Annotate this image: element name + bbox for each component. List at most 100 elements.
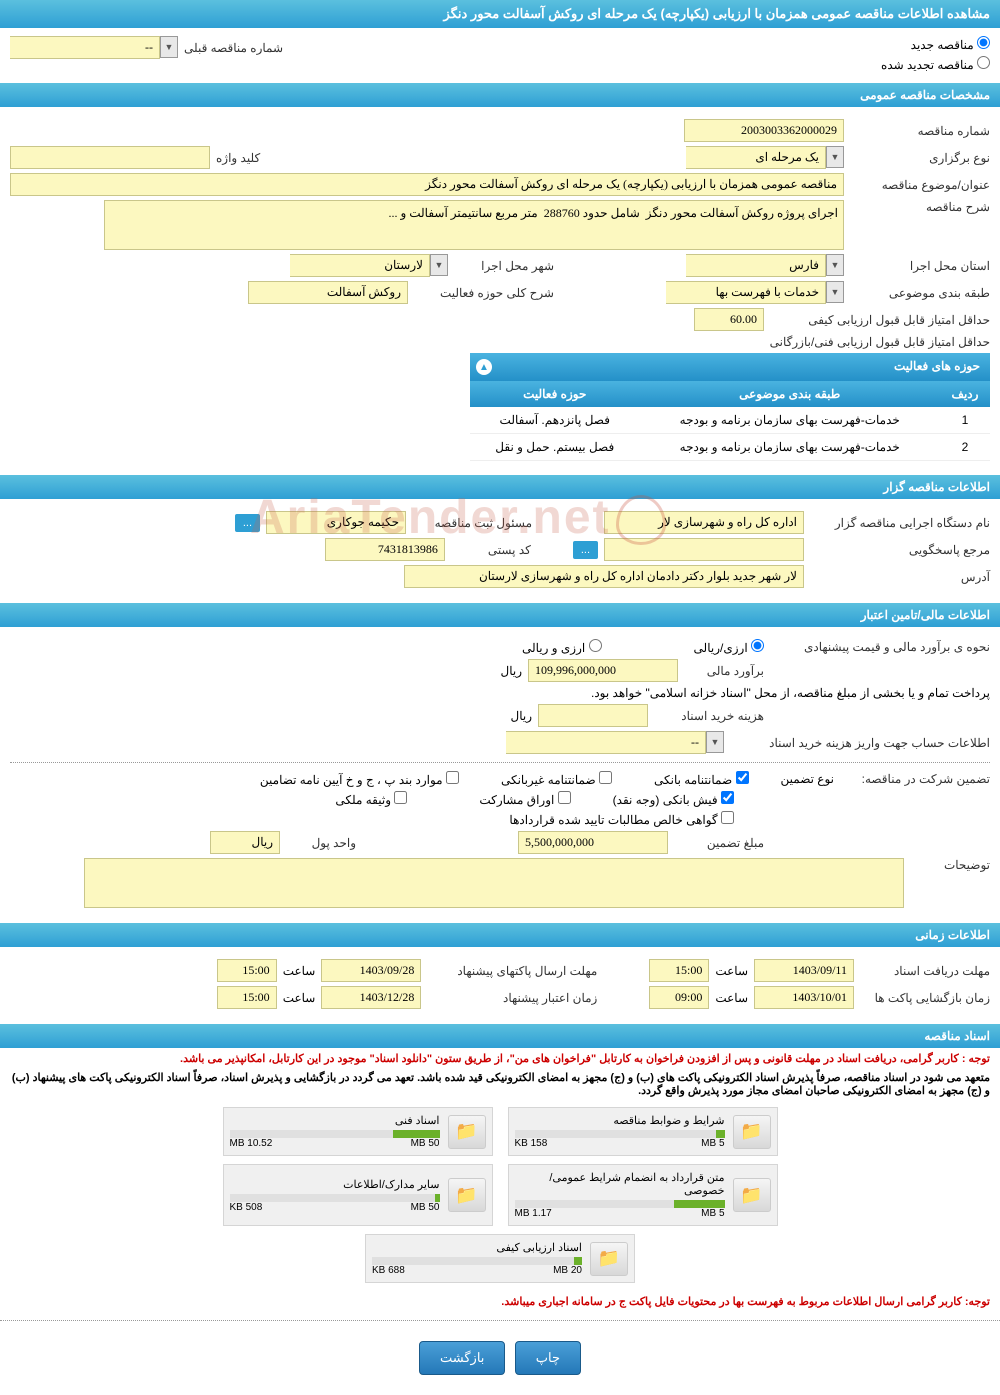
keyword-input[interactable] xyxy=(10,146,210,169)
class-label: طبقه بندی موضوعی xyxy=(850,286,990,300)
min-score-input[interactable] xyxy=(694,308,764,331)
org-addr-label: آدرس xyxy=(810,570,990,584)
province-select[interactable] xyxy=(686,254,826,277)
est-label: برآورد مالی xyxy=(684,664,764,678)
org-postal-label: کد پستی xyxy=(451,543,531,557)
print-button[interactable]: چاپ xyxy=(515,1341,581,1375)
tender-no-label: شماره مناقصه xyxy=(850,124,990,138)
recv-date-input[interactable] xyxy=(754,959,854,982)
check-g4[interactable]: فیش بانکی (وجه نقد) xyxy=(613,791,734,807)
cell: فصل بیستم. حمل و نقل xyxy=(470,434,639,461)
send-time-input[interactable] xyxy=(217,959,277,982)
note-1: توجه : کاربر گرامی، دریافت اسناد در مهلت… xyxy=(0,1048,1000,1069)
city-dropdown-arrow[interactable]: ▼ xyxy=(430,254,448,276)
title-input[interactable] xyxy=(10,173,844,196)
time-label3: ساعت xyxy=(715,991,748,1005)
org-addr-input[interactable] xyxy=(404,565,804,588)
min-tech-score-label: حداقل امتیاز قابل قبول ارزیابی فنی/بازرگ… xyxy=(740,335,990,349)
check-g3[interactable]: موارد بند پ ، ج و خ آیین نامه تضامین xyxy=(260,771,459,787)
file-item[interactable]: 📁 اسناد ارزیابی کیفی 20 MB688 KB xyxy=(365,1234,635,1283)
class-select[interactable] xyxy=(666,281,826,304)
activity-desc-input[interactable] xyxy=(248,281,408,304)
file-cap: 20 MB xyxy=(553,1265,582,1276)
doc-cost-input[interactable] xyxy=(538,704,648,727)
file-item[interactable]: 📁 شرایط و ضوابط مناقصه 5 MB158 KB xyxy=(508,1107,778,1156)
check-g5[interactable]: اوراق مشارکت xyxy=(479,791,570,807)
check-g7[interactable]: گواهی خالص مطالبات تایید شده قراردادها xyxy=(509,811,734,827)
radio-new-tender[interactable]: مناقصه جدید xyxy=(911,38,990,52)
province-label: استان محل اجرا xyxy=(850,259,990,273)
file-item[interactable]: 📁 متن قرارداد به انضمام شرایط عمومی/خصوص… xyxy=(508,1164,778,1226)
type-select[interactable] xyxy=(686,146,826,169)
doc-cost-label: هزینه خرید اسناد xyxy=(654,709,764,723)
activity-table-title: حوزه های فعالیت xyxy=(894,359,980,373)
file-title: سایر مدارک/اطلاعات xyxy=(230,1178,440,1191)
org-name-input[interactable] xyxy=(604,511,804,534)
account-dropdown-arrow[interactable]: ▼ xyxy=(706,731,724,753)
prev-tender-select[interactable] xyxy=(10,36,160,59)
validity-time-input[interactable] xyxy=(217,986,277,1009)
cell: خدمات-فهرست بهای سازمان برنامه و بودجه xyxy=(639,434,940,461)
open-time-input[interactable] xyxy=(649,986,709,1009)
folder-icon: 📁 xyxy=(590,1242,628,1276)
cell: 2 xyxy=(940,434,990,461)
radio-renewed-label: مناقصه تجدید شده xyxy=(881,58,974,72)
desc-label: شرح مناقصه xyxy=(850,200,990,214)
type-dropdown-arrow[interactable]: ▼ xyxy=(826,146,844,168)
table-row: 2 خدمات-فهرست بهای سازمان برنامه و بودجه… xyxy=(470,434,990,461)
org-ref-input[interactable] xyxy=(604,538,804,561)
cell: خدمات-فهرست بهای سازمان برنامه و بودجه xyxy=(639,407,940,434)
radio-renewed-tender[interactable]: مناقصه تجدید شده xyxy=(881,58,990,72)
file-item[interactable]: 📁 سایر مدارک/اطلاعات 50 MB508 KB xyxy=(223,1164,493,1226)
check-g1[interactable]: ضمانتنامه بانکی xyxy=(654,771,749,787)
radio-new-label: مناقصه جدید xyxy=(911,38,974,52)
validity-date-input[interactable] xyxy=(321,986,421,1009)
file-title: اسناد فنی xyxy=(230,1114,440,1127)
cell: 1 xyxy=(940,407,990,434)
open-label: زمان بازگشایی پاکت ها xyxy=(860,991,990,1005)
collapse-icon[interactable]: ▲ xyxy=(476,359,492,375)
title-label: عنوان/موضوع مناقصه xyxy=(850,178,990,192)
org-ref-more-button[interactable]: ... xyxy=(573,541,598,559)
keyword-label: کلید واژه xyxy=(216,151,260,165)
account-select[interactable] xyxy=(506,731,706,754)
activity-table: حوزه های فعالیت ▲ ردیف طبقه بندی موضوعی … xyxy=(470,353,990,461)
check-g6[interactable]: وثیقه ملکی xyxy=(335,791,407,807)
file-cap: 50 MB xyxy=(411,1138,440,1149)
org-ref-label: مرجع پاسخگویی xyxy=(810,543,990,557)
file-size: 508 KB xyxy=(230,1202,263,1213)
file-item[interactable]: 📁 اسناد فنی 50 MB10.52 MB xyxy=(223,1107,493,1156)
radio-fx[interactable]: ارزی/ریالی xyxy=(694,639,764,655)
desc-textarea[interactable]: اجرای پروژه روکش آسفالت محور دنگز شامل ح… xyxy=(104,200,844,250)
check-g2[interactable]: ضمانتنامه غیربانکی xyxy=(501,771,612,787)
file-cap: 50 MB xyxy=(411,1202,440,1213)
est-type-label: نحوه ی برآورد مالی و قیمت پیشنهادی xyxy=(770,640,990,654)
open-date-input[interactable] xyxy=(754,986,854,1009)
amount-input[interactable] xyxy=(518,831,668,854)
org-postal-input[interactable] xyxy=(325,538,445,561)
validity-label: زمان اعتبار پیشنهاد xyxy=(427,991,597,1005)
file-size: 1.17 MB xyxy=(515,1208,552,1219)
est-input[interactable] xyxy=(528,659,678,682)
province-dropdown-arrow[interactable]: ▼ xyxy=(826,254,844,276)
recv-time-input[interactable] xyxy=(649,959,709,982)
prev-tender-dropdown-arrow[interactable]: ▼ xyxy=(160,36,178,58)
payment-note: پرداخت تمام و یا بخشی از مبلغ مناقصه، از… xyxy=(591,686,990,700)
org-resp-input[interactable] xyxy=(266,511,406,534)
min-score-label: حداقل امتیاز قابل قبول ارزیابی کیفی xyxy=(770,313,990,327)
radio-rial[interactable]: ارزی و ریالی xyxy=(522,639,602,655)
class-dropdown-arrow[interactable]: ▼ xyxy=(826,281,844,303)
org-resp-more-button[interactable]: ... xyxy=(235,514,260,532)
file-cap: 5 MB xyxy=(701,1138,724,1149)
note-2: متعهد می شود در اسناد مناقصه، صرفاً پذیر… xyxy=(0,1069,1000,1099)
currency-input[interactable] xyxy=(210,831,280,854)
city-select[interactable] xyxy=(290,254,430,277)
send-date-input[interactable] xyxy=(321,959,421,982)
send-label: مهلت ارسال پاکتهای پیشنهاد xyxy=(427,964,597,978)
fin-notes-textarea[interactable] xyxy=(84,858,904,908)
type-label: نوع برگزاری xyxy=(850,151,990,165)
org-name-label: نام دستگاه اجرایی مناقصه گزار xyxy=(810,516,990,530)
org-resp-label: مسئول ثبت مناقصه xyxy=(412,516,532,530)
tender-no-input[interactable] xyxy=(684,119,844,142)
back-button[interactable]: بازگشت xyxy=(419,1341,505,1375)
